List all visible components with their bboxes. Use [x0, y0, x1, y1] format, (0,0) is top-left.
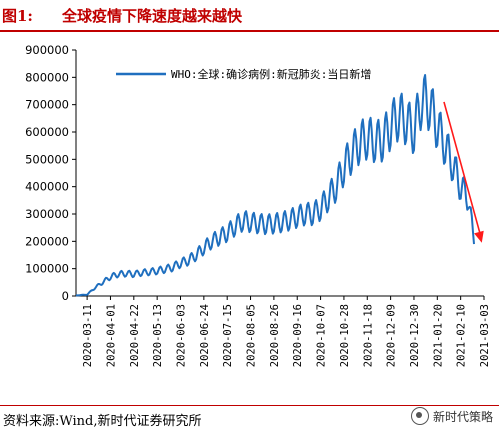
- x-tick-label: 2020-06-24: [199, 304, 211, 367]
- x-tick-label: 2020-07-15: [222, 304, 234, 367]
- x-tick-label: 2020-05-13: [152, 304, 164, 367]
- y-tick-label: 600000: [25, 125, 69, 139]
- source-note: 资料来源:Wind,新时代证券研究所: [3, 414, 202, 429]
- x-tick-label: 2020-12-30: [409, 304, 421, 367]
- x-tick-label: 2021-01-20: [432, 304, 444, 367]
- x-tick-label: 2020-09-16: [292, 304, 304, 367]
- y-tick-label: 200000: [25, 234, 69, 248]
- x-tick-label: 2020-04-22: [129, 304, 141, 367]
- y-tick-label: 400000: [25, 180, 69, 194]
- figure-title: 全球疫情下降速度越来越快: [62, 7, 243, 25]
- figure-number: 图1:: [2, 7, 33, 25]
- x-tick-label: 2020-11-18: [362, 304, 374, 367]
- x-tick-label: 2020-08-05: [246, 304, 258, 367]
- watermark-text: 新时代策略: [432, 409, 493, 424]
- title-rule: [0, 30, 499, 32]
- watermark: 新时代策略: [410, 407, 493, 425]
- x-tick-label: 2020-10-07: [316, 304, 328, 367]
- x-tick-label: 2021-03-03: [479, 304, 491, 367]
- line-chart: 0 100000 200000 300000 400000 500000 600000 700…: [25, 43, 491, 367]
- x-tick-label: 2021-02-10: [456, 304, 468, 367]
- x-tick-label: 2020-06-03: [176, 304, 188, 367]
- figure-title-bar: 图1: 全球疫情下降速度越来越快: [0, 0, 499, 30]
- trend-arrow-head: [474, 230, 484, 243]
- series-line: [76, 74, 475, 297]
- y-tick-label: 100000: [25, 262, 69, 276]
- source-rule: [0, 405, 499, 406]
- y-tick-label: 500000: [25, 152, 69, 166]
- x-tick-label: 2020-12-09: [386, 304, 398, 367]
- y-tick-label: 800000: [25, 70, 69, 84]
- y-tick-label: 0: [62, 289, 69, 303]
- x-tick-label: 2020-03-11: [82, 304, 94, 367]
- legend-label: WHO:全球:确诊病例:新冠肺炎:当日新增: [171, 67, 371, 81]
- y-tick-label: 700000: [25, 98, 69, 112]
- x-tick-label: 2020-10-28: [339, 304, 351, 367]
- y-tick-label: 900000: [25, 43, 69, 57]
- x-tick-label: 2020-04-01: [105, 304, 117, 367]
- wechat-logo-icon: [410, 407, 429, 425]
- y-tick-label: 300000: [25, 207, 69, 221]
- trend-arrow-shaft: [443, 101, 481, 233]
- x-tick-label: 2020-08-26: [269, 304, 281, 367]
